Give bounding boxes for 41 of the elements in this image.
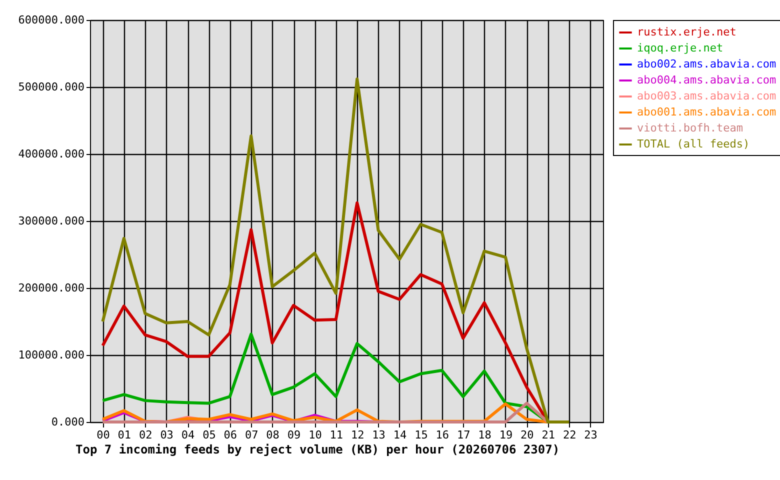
legend-label: abo002.ams.abavia.com xyxy=(637,58,776,70)
y-tick-label: 400000.000 xyxy=(18,148,84,160)
y-tick-label: 200000.000 xyxy=(18,282,84,294)
x-tick-label: 18 xyxy=(478,428,492,442)
x-tick-label: 08 xyxy=(266,428,280,442)
x-axis-title: Top 7 incoming feeds by reject volume (KB) per hour (20260706 2307) xyxy=(76,442,560,456)
x-tick-label: 01 xyxy=(118,428,132,442)
x-tick-label: 20 xyxy=(520,428,534,442)
x-tick-label: 23 xyxy=(584,428,598,442)
legend-label: abo004.ams.abavia.com xyxy=(637,74,776,86)
y-tick-label: 300000.000 xyxy=(18,214,84,228)
legend-label: TOTAL (all feeds) xyxy=(637,138,750,150)
legend-label: iqoq.erje.net xyxy=(637,42,724,54)
x-tick-label: 15 xyxy=(414,428,428,442)
x-tick-label: 09 xyxy=(287,428,301,442)
legend-label: viotti.bofh.team xyxy=(637,122,744,134)
legend-label: abo003.ams.abavia.com xyxy=(637,90,776,102)
x-tick-label: 21 xyxy=(542,428,556,442)
y-tick-label: 500000.000 xyxy=(18,80,84,94)
x-tick-label: 13 xyxy=(372,428,386,442)
x-tick-label: 00 xyxy=(96,428,110,442)
x-tick-label: 05 xyxy=(202,428,216,442)
x-tick-label: 22 xyxy=(562,428,576,442)
x-tick-label: 07 xyxy=(244,428,258,442)
x-tick-label: 12 xyxy=(350,428,364,442)
x-tick-label: 19 xyxy=(499,428,513,442)
legend-label: rustix.erje.net xyxy=(637,26,736,38)
y-tick-label: 600000.000 xyxy=(18,14,84,26)
line-series xyxy=(101,77,571,424)
x-tick-label: 16 xyxy=(436,428,450,442)
x-tick-label: 04 xyxy=(181,428,196,442)
x-tick-label: 14 xyxy=(393,428,407,442)
legend-label: abo001.ams.abavia.com xyxy=(637,106,776,118)
x-tick-label: 03 xyxy=(160,428,174,442)
x-tick-label: 10 xyxy=(308,428,322,442)
x-tick-label: 02 xyxy=(138,428,152,442)
x-tick-label: 11 xyxy=(330,428,344,442)
y-tick-label: 0.000 xyxy=(51,416,84,428)
x-tick-label: 06 xyxy=(224,428,238,442)
y-tick-label: 100000.000 xyxy=(18,348,84,362)
x-tick-label: 17 xyxy=(456,428,470,442)
